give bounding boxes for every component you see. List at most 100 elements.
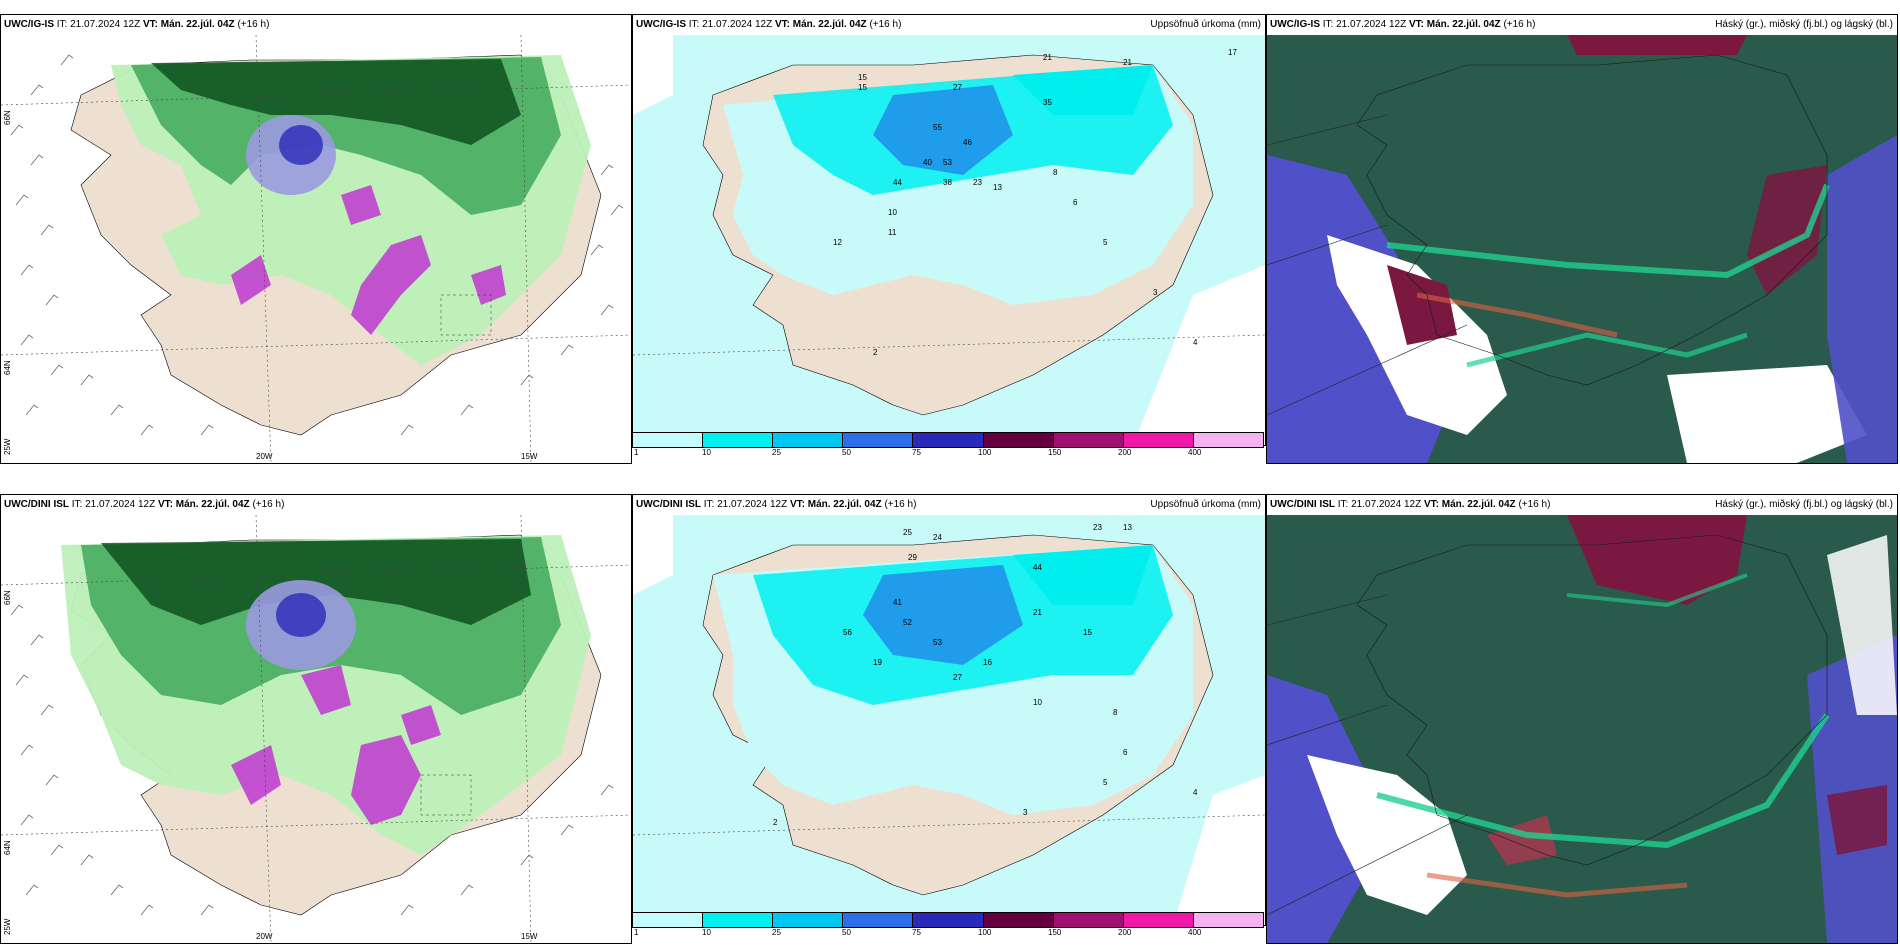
svg-text:25: 25 — [903, 528, 912, 537]
svg-text:4: 4 — [1193, 788, 1198, 797]
bottom-middle-panel: UWC/DINI ISL IT: 21.07.2024 12Z VT: Mán.… — [632, 494, 1266, 926]
precip-title-bottom: Uppsöfnuð úrkoma (mm) — [1150, 499, 1261, 510]
bottom-left-map: 20W 15W 66N 64N 25W — [1, 515, 631, 943]
colorbar-seg-25 — [773, 433, 844, 447]
colorbar-seg-75 — [913, 433, 984, 447]
top-middle-header: UWC/IG-IS IT: 21.07.2024 12Z VT: Mán. 22… — [633, 15, 1265, 35]
lat-label-64n: 64N — [3, 840, 12, 855]
colorbar-seg-10 — [703, 913, 774, 927]
cloud-maroon-areas — [1387, 265, 1457, 345]
svg-text:29: 29 — [908, 553, 917, 562]
top-middle-panel: UWC/IG-IS IT: 21.07.2024 12Z VT: Mán. 22… — [632, 14, 1266, 446]
bottom-right-panel: UWC/DINI ISL IT: 21.07.2024 12Z VT: Mán.… — [1266, 494, 1898, 944]
colorbar-seg-100 — [983, 433, 1054, 447]
svg-text:3: 3 — [1153, 288, 1158, 297]
tick-150: 150 — [1048, 928, 1062, 937]
tick-10: 10 — [702, 928, 711, 937]
svg-text:19: 19 — [873, 658, 882, 667]
svg-text:44: 44 — [893, 178, 902, 187]
bottom-right-header: UWC/DINI ISL IT: 21.07.2024 12Z VT: Mán.… — [1267, 495, 1897, 515]
bottom-colorbar: 1 10 25 50 75 100 150 200 400 — [632, 912, 1264, 937]
svg-text:5: 5 — [1103, 238, 1108, 247]
tick-25: 25 — [772, 928, 781, 937]
precip-title-top: Uppsöfnuð úrkoma (mm) — [1150, 19, 1261, 30]
top-middle-map: 21 21 17 15 15 27 35 55 46 40 44 53 38 23 12 10 11 1… — [633, 35, 1265, 445]
top-left-header: UWC/IG-IS IT: 21.07.2024 12Z VT: Mán. 22… — [1, 15, 631, 35]
svg-text:13: 13 — [993, 183, 1002, 192]
svg-text:21: 21 — [1123, 58, 1132, 67]
lon-label-15w: 15W — [521, 452, 538, 461]
tick-100: 100 — [978, 928, 992, 937]
svg-text:41: 41 — [893, 598, 902, 607]
lat-label-66n: 66N — [3, 590, 12, 605]
colorbar-seg-1 — [633, 433, 704, 447]
bottom-left-header: UWC/DINI ISL IT: 21.07.2024 12Z VT: Mán.… — [1, 495, 631, 515]
colorbar-seg-50 — [843, 433, 914, 447]
svg-text:56: 56 — [843, 628, 852, 637]
svg-text:27: 27 — [953, 83, 962, 92]
tick-75: 75 — [912, 448, 921, 457]
precip-wind-map-bottom — [1, 515, 631, 943]
svg-text:2: 2 — [773, 818, 778, 827]
bottom-middle-header: UWC/DINI ISL IT: 21.07.2024 12Z VT: Mán.… — [633, 495, 1265, 515]
svg-text:6: 6 — [1073, 198, 1078, 207]
tick-50: 50 — [842, 928, 851, 937]
svg-text:10: 10 — [1033, 698, 1042, 707]
lat-label-66n: 66N — [3, 110, 12, 125]
svg-text:21: 21 — [1043, 53, 1052, 62]
colorbar-ticks: 1 10 25 50 75 100 150 200 400 — [632, 448, 1264, 458]
tick-150: 150 — [1048, 448, 1062, 457]
svg-text:4: 4 — [1193, 338, 1198, 347]
cloud-green-bands — [1376, 713, 1830, 849]
bottom-middle-map: 25 24 23 13 29 44 41 52 56 53 27 21 19 16 15 10 8 6 … — [633, 515, 1265, 925]
svg-text:11: 11 — [888, 228, 897, 237]
colorbar-seg-25 — [773, 913, 844, 927]
tick-10: 10 — [702, 448, 711, 457]
svg-text:15: 15 — [858, 73, 867, 82]
tick-1: 1 — [634, 448, 639, 457]
lon-label-20w: 20W — [256, 932, 273, 941]
svg-text:2: 2 — [873, 348, 878, 357]
svg-text:21: 21 — [1033, 608, 1042, 617]
top-left-map: 20W 15W 66N 64N 25W — [1, 35, 631, 463]
colorbar-seg-10 — [703, 433, 774, 447]
lon-label-20w: 20W — [256, 452, 273, 461]
colorbar-swatches — [632, 912, 1264, 928]
svg-text:44: 44 — [1033, 563, 1042, 572]
svg-text:53: 53 — [943, 158, 952, 167]
svg-text:8: 8 — [1113, 708, 1118, 717]
cloud-blue-left — [1267, 675, 1377, 943]
svg-text:13: 13 — [1123, 523, 1132, 532]
tick-75: 75 — [912, 928, 921, 937]
svg-text:35: 35 — [1043, 98, 1052, 107]
top-right-header: UWC/IG-IS IT: 21.07.2024 12Z VT: Mán. 22… — [1267, 15, 1897, 35]
svg-text:40: 40 — [923, 158, 932, 167]
svg-text:3: 3 — [1023, 808, 1028, 817]
tick-50: 50 — [842, 448, 851, 457]
svg-text:17: 17 — [1228, 48, 1237, 57]
svg-text:38: 38 — [943, 178, 952, 187]
svg-text:5: 5 — [1103, 778, 1108, 787]
cloud-map-bottom — [1267, 515, 1897, 943]
colorbar-seg-400 — [1193, 433, 1263, 447]
svg-text:55: 55 — [933, 123, 942, 132]
precip-blue-area — [863, 565, 1023, 665]
tick-1: 1 — [634, 928, 639, 937]
colorbar-swatches — [632, 432, 1264, 448]
wind-barbs — [10, 604, 614, 916]
svg-text:52: 52 — [903, 618, 912, 627]
lat-label-25w: 25W — [3, 438, 12, 455]
colorbar-seg-200 — [1123, 433, 1194, 447]
tick-200: 200 — [1118, 448, 1132, 457]
tick-100: 100 — [978, 448, 992, 457]
white-sea-area — [633, 515, 673, 595]
tick-400: 400 — [1188, 928, 1202, 937]
bottom-left-panel: UWC/DINI ISL IT: 21.07.2024 12Z VT: Mán.… — [0, 494, 632, 944]
colorbar-seg-150 — [1053, 433, 1124, 447]
precip-blue-area — [873, 85, 1013, 175]
colorbar-ticks: 1 10 25 50 75 100 150 200 400 — [632, 928, 1264, 938]
cloud-maroon-areas — [1567, 515, 1747, 605]
